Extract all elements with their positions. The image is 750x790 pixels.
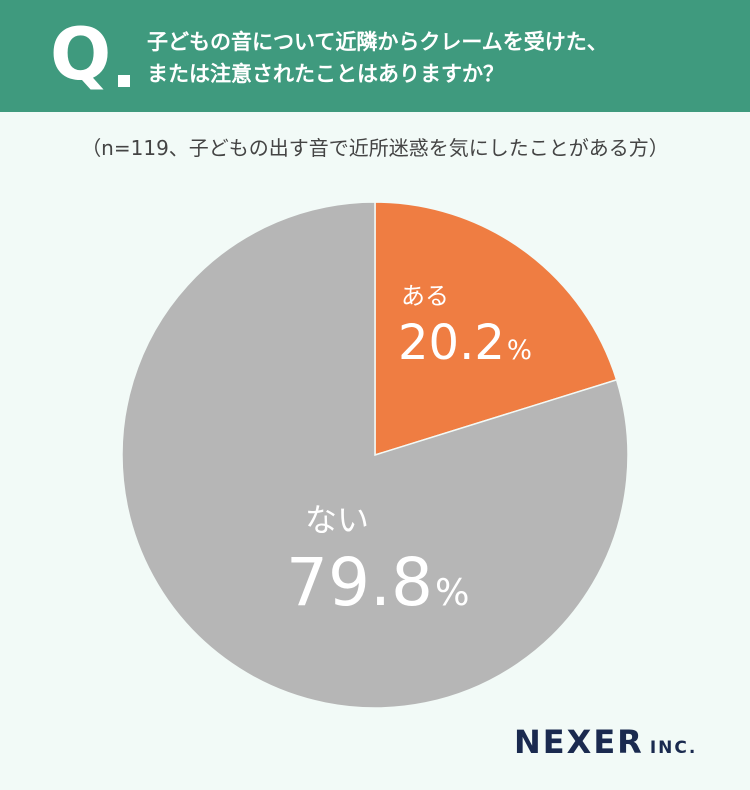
question-line-1: 子どもの音について近隣からクレームを受けた、 bbox=[147, 30, 608, 54]
slice-value-aru: 20.2% bbox=[398, 315, 532, 379]
logo-main: NEXER bbox=[514, 723, 644, 761]
slice-value-aru-unit: % bbox=[506, 335, 532, 366]
q-mark: Q bbox=[50, 4, 140, 104]
slice-label-aru: ある bbox=[401, 282, 449, 310]
q-letter: Q bbox=[50, 12, 112, 96]
logo-sub: INC. bbox=[649, 738, 698, 758]
slice-value-nai: 79.8% bbox=[286, 545, 469, 631]
pie-slice-nai bbox=[121, 201, 629, 709]
slice-value-aru-number: 20.2 bbox=[398, 315, 505, 371]
question-header: Q 子どもの音について近隣からクレームを受けた、 または注意されたことはあります… bbox=[0, 0, 750, 112]
question-line-2: または注意されたことはありますか？ bbox=[147, 62, 504, 86]
nexer-logo: NEXER INC. bbox=[514, 722, 697, 768]
slice-value-nai-unit: % bbox=[434, 571, 470, 614]
slice-value-nai-number: 79.8 bbox=[286, 544, 433, 621]
question-text: 子どもの音について近隣からクレームを受けた、 または注意されたことはありますか？ bbox=[147, 26, 737, 90]
slice-label-nai: ない bbox=[305, 501, 370, 539]
pie-slice-aru bbox=[374, 201, 618, 457]
sample-note: （n=119、子どもの出す音で近所迷惑を気にしたことがある方） bbox=[81, 136, 669, 160]
q-dot bbox=[118, 75, 130, 87]
